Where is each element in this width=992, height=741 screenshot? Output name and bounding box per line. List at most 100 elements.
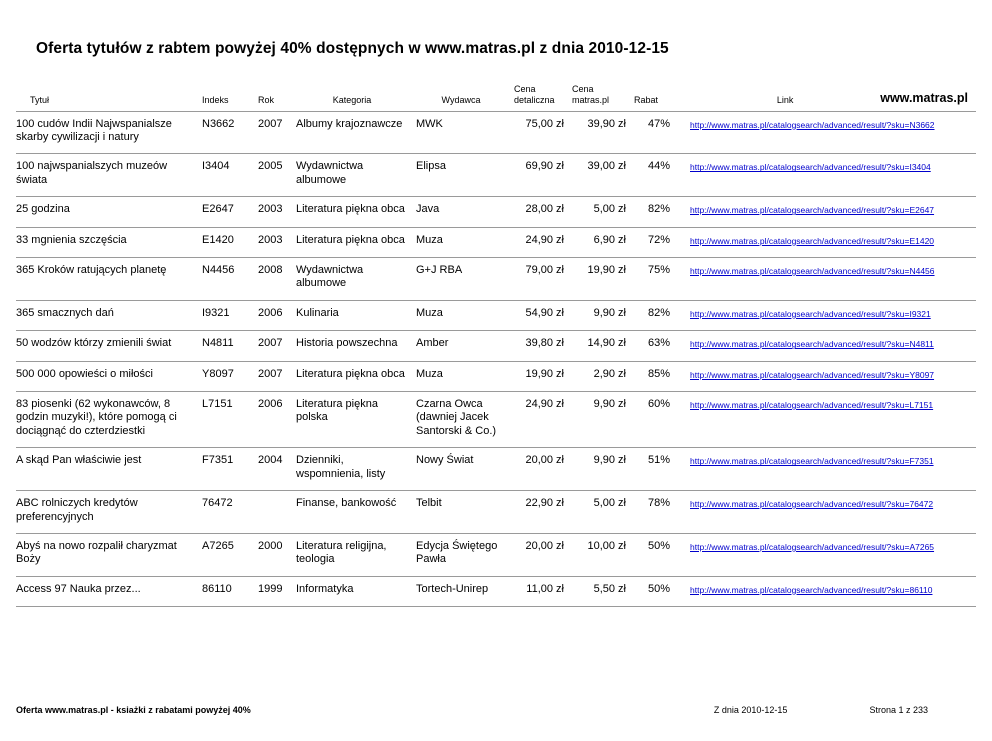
retail-price: 19,90 zł [525, 367, 564, 380]
link-cell: http://www.matras.pl/catalogsearch/advan… [678, 497, 976, 524]
footer-page-number: Strona 1 z 233 [869, 705, 928, 715]
matras-price: 6,90 zł [593, 233, 626, 246]
table-row: ABC rolniczych kredytów preferencyjnych … [16, 490, 976, 533]
discount-percent: 50% [647, 539, 670, 552]
matras-price: 9,90 zł [593, 306, 626, 319]
product-link[interactable]: http://www.matras.pl/catalogsearch/advan… [690, 541, 935, 552]
column-header-matras-price: Cena matras.pl [572, 84, 610, 105]
table-row: 33 mgnienia szczęścia E1420 2003 Literat… [16, 226, 976, 257]
table-row: 500 000 opowieści o miłości Y8097 2007 L… [16, 360, 976, 391]
book-year: 2008 [258, 264, 283, 277]
discount-percent: 47% [647, 117, 670, 130]
link-cell: http://www.matras.pl/catalogsearch/advan… [678, 398, 976, 438]
matras-price: 9,90 zł [593, 398, 626, 411]
book-index: F7351 [202, 454, 234, 467]
matras-price: 5,00 zł [593, 203, 626, 216]
product-link[interactable]: http://www.matras.pl/catalogsearch/advan… [690, 162, 931, 173]
link-cell: http://www.matras.pl/catalogsearch/advan… [678, 234, 976, 248]
retail-price: 75,00 zł [525, 117, 564, 130]
column-header-retail-price: Cena detaliczna [514, 84, 555, 105]
book-title: Abyś na nowo rozpalił charyzmat Boży [16, 539, 177, 566]
book-category: Finanse, bankowość [296, 497, 397, 510]
retail-price: 39,80 zł [525, 337, 564, 350]
book-year: 2003 [258, 233, 283, 246]
product-link[interactable]: http://www.matras.pl/catalogsearch/advan… [690, 266, 935, 277]
product-link[interactable]: http://www.matras.pl/catalogsearch/advan… [690, 119, 935, 130]
book-index: A7265 [202, 539, 234, 552]
link-cell: http://www.matras.pl/catalogsearch/advan… [678, 368, 976, 382]
book-category: Literatura piękna obca [296, 203, 405, 216]
book-title: 33 mgnienia szczęścia [16, 233, 127, 246]
retail-price: 54,90 zł [525, 306, 564, 319]
book-category: Wydawnictwa albumowe [296, 160, 364, 186]
book-publisher: Czarna Owca (dawniej Jacek Santorski & C… [416, 398, 497, 437]
book-year: 2000 [258, 539, 283, 552]
discount-percent: 82% [647, 306, 670, 319]
book-publisher: Telbit [416, 497, 442, 510]
book-publisher: Muza [416, 233, 443, 246]
table-row: 365 smacznych dań I9321 2006 Kulinaria M… [16, 299, 976, 330]
table-row: 83 piosenki (62 wykonawców, 8 godzin muz… [16, 391, 976, 447]
book-title: 100 cudów Indii Najwspanialsze skarby cy… [16, 117, 172, 143]
book-publisher: Edycja Świętego Pawła [416, 539, 498, 566]
link-cell: http://www.matras.pl/catalogsearch/advan… [678, 583, 976, 597]
book-index: Y8097 [202, 367, 234, 380]
matras-price: 2,90 zł [593, 367, 626, 380]
product-link[interactable]: http://www.matras.pl/catalogsearch/advan… [690, 400, 934, 411]
table-row: 50 wodzów którzy zmienili świat N4811 20… [16, 330, 976, 360]
product-link[interactable]: http://www.matras.pl/catalogsearch/advan… [690, 499, 934, 510]
report-page: Oferta tytułów z rabtem powyżej 40% dost… [0, 40, 992, 608]
column-header-link: Link [776, 94, 794, 105]
discount-percent: 78% [647, 497, 670, 510]
book-category: Informatyka [296, 582, 354, 595]
book-year: 2007 [258, 337, 283, 350]
product-link[interactable]: http://www.matras.pl/catalogsearch/advan… [690, 235, 935, 246]
product-link[interactable]: http://www.matras.pl/catalogsearch/advan… [690, 205, 935, 216]
matras-price: 39,90 zł [587, 117, 626, 130]
book-year: 2007 [258, 117, 283, 130]
book-category: Literatura piękna obca [296, 367, 405, 380]
book-title: Access 97 Nauka przez... [16, 582, 141, 595]
discount-percent: 75% [647, 264, 670, 277]
book-year: 2007 [258, 367, 283, 380]
table-header: Tytuł Indeks Rok Kategoria Wydawca Cena … [16, 84, 976, 111]
product-link[interactable]: http://www.matras.pl/catalogsearch/advan… [690, 308, 931, 319]
retail-price: 69,90 zł [525, 160, 564, 173]
product-link[interactable]: http://www.matras.pl/catalogsearch/advan… [690, 456, 934, 467]
link-cell: http://www.matras.pl/catalogsearch/advan… [678, 307, 976, 321]
link-cell: http://www.matras.pl/catalogsearch/advan… [678, 264, 976, 291]
product-link[interactable]: http://www.matras.pl/catalogsearch/advan… [690, 339, 934, 350]
discount-percent: 51% [647, 454, 670, 467]
page-title: Oferta tytułów z rabtem powyżej 40% dost… [36, 40, 669, 57]
retail-price: 24,90 zł [525, 233, 564, 246]
book-category: Wydawnictwa albumowe [296, 264, 364, 290]
column-header-index: Indeks [202, 94, 229, 105]
book-title: 500 000 opowieści o miłości [16, 367, 153, 380]
book-category: Literatura piękna obca [296, 233, 405, 246]
book-category: Literatura piękna polska [296, 398, 378, 424]
discount-percent: 63% [647, 337, 670, 350]
discount-percent: 85% [647, 367, 670, 380]
book-publisher: Amber [416, 337, 449, 350]
book-index: E1420 [202, 233, 234, 246]
discount-percent: 50% [647, 582, 670, 595]
book-year: 2004 [258, 454, 283, 467]
book-index: N3662 [202, 117, 235, 130]
book-publisher: Java [416, 203, 440, 216]
discount-percent: 82% [647, 203, 670, 216]
retail-price: 11,00 zł [526, 582, 564, 595]
retail-price: 20,00 zł [525, 539, 564, 552]
book-title: 83 piosenki (62 wykonawców, 8 godzin muz… [16, 398, 177, 437]
book-index: 86110 [202, 582, 232, 595]
matras-price: 39,00 zł [587, 160, 626, 173]
product-link[interactable]: http://www.matras.pl/catalogsearch/advan… [690, 369, 935, 380]
retail-price: 28,00 zł [525, 203, 564, 216]
matras-price: 5,00 zł [593, 497, 626, 510]
book-year: 2003 [258, 203, 283, 216]
column-header-title: Tytuł [30, 94, 50, 105]
book-category: Historia powszechna [296, 337, 398, 350]
book-publisher: Muza [416, 367, 443, 380]
retail-price: 79,00 zł [525, 264, 564, 277]
table-bottom-rule [16, 606, 976, 608]
product-link[interactable]: http://www.matras.pl/catalogsearch/advan… [690, 584, 933, 595]
